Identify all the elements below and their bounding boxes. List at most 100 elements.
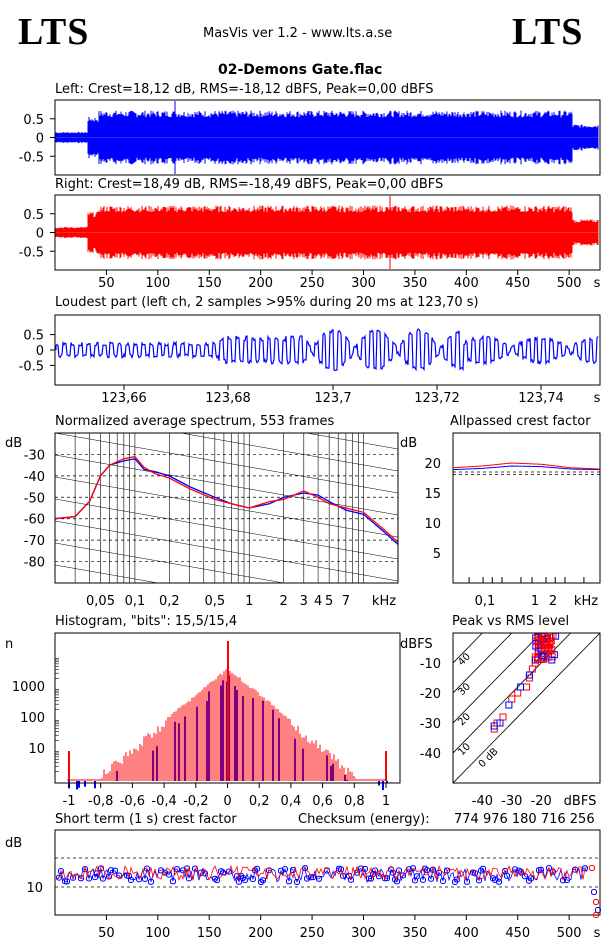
peak-rms-diag-1 — [453, 633, 513, 694]
crest-series-left — [56, 867, 588, 884]
crest-point-left-423 — [420, 876, 426, 883]
crest-xtick-3: 200 — [248, 926, 273, 941]
crest-point-left-285 — [282, 866, 288, 873]
wave1-ytick-2: -0.5 — [19, 245, 44, 260]
peak-rms-point-1-5 — [505, 701, 513, 709]
crest-point-left-313 — [310, 874, 316, 881]
left-waveform-title: Left: Crest=18,12 dB, RMS=-18,12 dBFS, P… — [55, 82, 434, 97]
crest-point-left-217 — [214, 877, 220, 884]
spectrum-diag-6 — [55, 564, 160, 583]
crest-point-left-239 — [236, 878, 242, 885]
crest-point-left-341 — [338, 866, 344, 873]
peak-rms-cluster-37 — [540, 655, 548, 663]
spectrum-xtick-0: 0,05 — [86, 594, 115, 609]
crest-tail-4 — [593, 912, 599, 918]
peak-rms-point-0-6 — [528, 665, 536, 673]
wave0-ytick-0: 0.5 — [23, 113, 44, 128]
peak-rms-point-0-11 — [499, 713, 507, 721]
crest-point-left-499 — [496, 878, 502, 885]
crest-point-left-151 — [148, 878, 154, 885]
crest-xtick-2: 150 — [197, 926, 222, 941]
peak-rms-diag-label-2: 20 — [456, 711, 473, 728]
right-xtick-1: 100 — [145, 276, 170, 291]
peak-rms-diag-2 — [453, 633, 542, 724]
allpassed-xtick-2: 2 — [549, 594, 557, 609]
spectrum-diag-0 — [55, 433, 398, 494]
crest-xtick-1: 100 — [145, 926, 170, 941]
loudest-ytick-0: 0.5 — [23, 329, 44, 344]
allpassed-ytick-0: 20 — [424, 457, 441, 472]
peak-rms-ytick-1: -20 — [420, 687, 441, 702]
peak-rms-frame — [452, 632, 601, 784]
peak-rms-point-1-7 — [490, 722, 498, 730]
peak-rms-ylabel: dBFS — [400, 637, 433, 652]
crest-xtick-0: 50 — [98, 926, 115, 941]
peak-rms-ytick-3: -40 — [420, 747, 441, 762]
spectrum-diag-2 — [55, 476, 398, 538]
right-xtick-6: 350 — [402, 276, 427, 291]
crest-xtick-6: 350 — [402, 926, 427, 941]
logo-left: LTS — [18, 11, 90, 53]
spectrum-title: Normalized average spectrum, 553 frames — [55, 414, 335, 429]
spectrum-diag--1 — [179, 433, 398, 472]
allpassed-ytick-1: 15 — [424, 487, 441, 502]
peak-rms-xtick-1: -30 — [501, 794, 522, 809]
crest-xunit: s — [594, 926, 601, 941]
peak-rms-point-1-4 — [517, 683, 525, 691]
crest-point-left-297 — [294, 879, 300, 885]
right-xtick-7: 400 — [454, 276, 479, 291]
crest-point-left-475 — [472, 870, 478, 877]
histogram-xtick-4: -0,2 — [183, 794, 208, 809]
crest-point-left-399 — [396, 867, 402, 874]
allpassed-ytick-2: 10 — [424, 517, 441, 532]
spectrum-series-right — [55, 455, 398, 543]
histogram-ytick-2: 10 — [28, 742, 45, 757]
spectrum-xtick-8: 5 — [325, 594, 333, 609]
allpassed-series-left — [452, 465, 601, 471]
right-xtick-3: 200 — [248, 276, 273, 291]
crest-point-left-103 — [100, 875, 106, 882]
loudest-ytick-2: -0.5 — [19, 359, 44, 374]
histogram-xtick-8: 0,6 — [312, 794, 333, 809]
crest-point-left-397 — [394, 878, 400, 885]
crest-ytick-0: 10 — [26, 881, 43, 896]
peak-rms-ytick-2: -30 — [420, 717, 441, 732]
right-xtick-8: 450 — [505, 276, 530, 291]
crest-point-left-111 — [108, 867, 114, 874]
histogram-xtick-1: -0,8 — [88, 794, 113, 809]
peak-rms-point-0-8 — [523, 683, 530, 691]
histogram-xtick-10: 1 — [382, 794, 390, 809]
spectrum-diag-3 — [55, 498, 398, 560]
crest-point-left-145 — [142, 875, 148, 882]
crest-title: Short term (1 s) crest factor — [55, 812, 237, 827]
spectrum-ytick-2: -50 — [24, 491, 45, 506]
spectrum-xtick-6: 3 — [300, 594, 308, 609]
spectrum-diag-5 — [55, 542, 286, 583]
wave0-ytick-2: -0.5 — [19, 150, 44, 165]
loudest-xtick-4: 123,74 — [518, 391, 564, 406]
crest-point-left-483 — [480, 865, 486, 872]
histogram-xtick-3: -0,4 — [151, 794, 176, 809]
loudest-xtick-3: 123,72 — [414, 391, 460, 406]
crest-point-left-67 — [64, 878, 70, 885]
crest-series-right — [56, 864, 588, 882]
crest-point-left-245 — [242, 877, 248, 884]
checksum-value: 774 976 180 716 256 — [454, 812, 595, 827]
peak-rms-ytick-0: -10 — [420, 657, 441, 672]
wave1-ytick-0: 0.5 — [23, 208, 44, 223]
peak-rms-diag-3 — [453, 633, 571, 754]
crest-xtick-8: 450 — [505, 926, 530, 941]
crest-point-left-253 — [250, 876, 256, 882]
spectrum-ytick-4: -70 — [24, 534, 45, 549]
crest-frame — [54, 829, 601, 916]
spectrum-frame — [54, 432, 399, 584]
peak-rms-diag-label-1: 30 — [456, 681, 473, 698]
right-xtick-4: 250 — [300, 276, 325, 291]
peak-rms-diag-label-4: 0 dB — [477, 746, 501, 770]
crest-point-left-585 — [582, 865, 588, 872]
left-waveform-signal — [55, 110, 599, 165]
spectrum-xtick-2: 0,2 — [159, 594, 180, 609]
histogram-xtick-0: -1 — [63, 794, 76, 809]
crest-point-left-59 — [56, 874, 62, 881]
crest-tail-1 — [591, 889, 597, 895]
